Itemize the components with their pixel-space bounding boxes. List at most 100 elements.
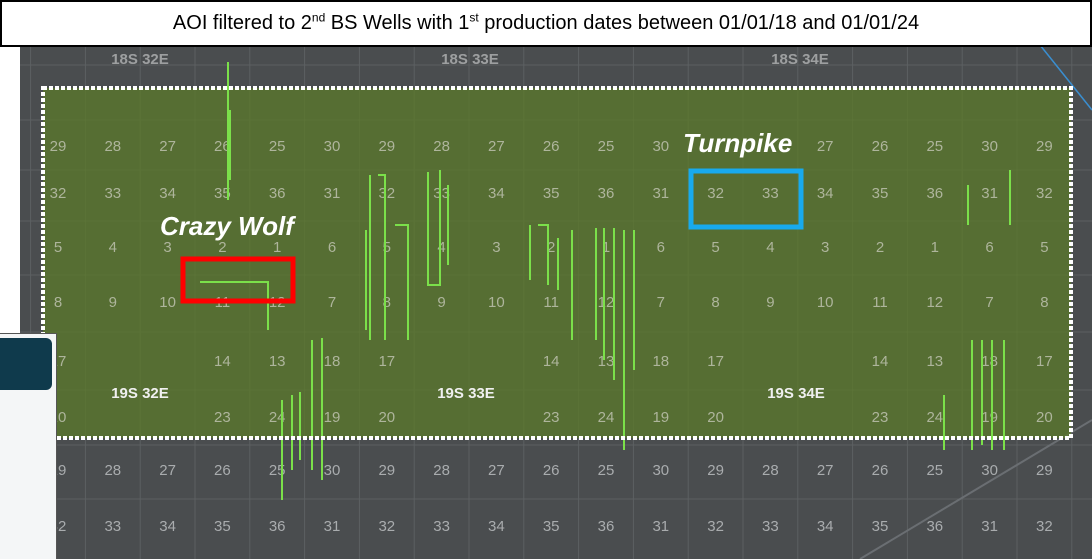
section-number: 26 [543,462,560,479]
section-number: 31 [324,518,341,535]
section-number: 12 [598,294,615,311]
section-number: 26 [872,138,889,155]
section-number: 13 [926,353,943,370]
well [427,170,441,286]
section-number: 27 [159,138,176,155]
well [200,281,269,330]
section-number: 24 [269,409,286,426]
well [365,175,371,340]
section-number: 23 [872,409,889,426]
section-number: 30 [981,462,998,479]
section-number: 23 [543,409,560,426]
section-number: 25 [926,462,943,479]
section-number: 27 [488,462,505,479]
section-number: 31 [981,185,998,202]
township-label: 18S 34E [771,51,829,68]
section-number: 32 [378,185,395,202]
section-number: 28 [762,462,779,479]
section-number: 34 [488,185,505,202]
section-number: 2 [547,239,555,256]
turnpike-box [688,168,804,230]
section-number: 33 [104,518,121,535]
section-number: 6 [985,239,993,256]
wells [200,62,1011,500]
section-number: 23 [214,409,231,426]
section-number: 20 [378,409,395,426]
well [943,340,1005,450]
section-number: 26 [543,138,560,155]
well [378,174,386,340]
section-number: 17 [378,353,395,370]
section-number: 11 [872,294,888,311]
section-number: 29 [378,462,395,479]
section-number: 28 [104,462,121,479]
section-number: 25 [598,138,615,155]
section-number: 36 [926,518,943,535]
section-number: 10 [159,294,176,311]
section-number: 18 [324,353,341,370]
section-number: 20 [707,409,724,426]
section-number: 4 [109,239,117,256]
section-number: 2 [876,239,884,256]
section-number: 34 [159,185,176,202]
side-panel[interactable] [0,333,57,559]
section-number: 30 [324,462,341,479]
section-number: 35 [214,518,231,535]
section-number: 33 [762,185,779,202]
section-number: 28 [104,138,121,155]
well [281,392,301,500]
section-number: 29 [1036,462,1053,479]
section-number: 14 [872,353,889,370]
section-number: 30 [652,138,669,155]
section-number: 32 [707,518,724,535]
section-number: 27 [817,138,834,155]
aoi-border [41,86,1073,440]
section-number: 35 [872,518,889,535]
section-number: 31 [652,185,669,202]
section-number: 11 [543,294,559,311]
section-number: 14 [543,353,560,370]
section-number: 9 [109,294,117,311]
township-label: 19S 32E [111,385,169,402]
township-label: 18S 33E [441,51,499,68]
title-superscript: st [469,10,479,25]
section-number: 36 [598,185,615,202]
section-number: 28 [433,138,450,155]
section-number: 29 [707,462,724,479]
township-label: 19S 33E [437,385,495,402]
section-number: 25 [269,462,286,479]
section-number: 34 [817,518,834,535]
section-number: 24 [926,409,943,426]
section-number: 8 [54,294,62,311]
section-number: 32 [50,185,67,202]
section-number: 31 [981,518,998,535]
section-number: 1 [602,239,610,256]
section-number: 33 [433,518,450,535]
turnpike-label: Turnpike [683,128,792,158]
township-label: 19S 34E [767,385,825,402]
well [529,224,559,290]
section-number: 25 [269,138,286,155]
section-number: 19 [652,409,669,426]
section-number: 28 [433,462,450,479]
section-number: 1 [273,239,281,256]
section-number: 8 [1040,294,1048,311]
section-number: 10 [488,294,505,311]
section-number: 14 [214,353,231,370]
well [595,228,635,450]
well [311,338,323,480]
section-number: 30 [652,462,669,479]
section-number: 36 [269,185,286,202]
well [967,170,1011,225]
section-number: 29 [1036,138,1053,155]
section-number: 34 [817,185,834,202]
township-label: 18S 32E [111,51,169,68]
section-number: 27 [488,138,505,155]
section-number: 4 [437,239,445,256]
section-number: 26 [214,462,231,479]
section-number: 10 [817,294,834,311]
panel-header[interactable] [0,338,52,390]
section-number: 9 [437,294,445,311]
section-number: 6 [328,239,336,256]
section-number: 4 [766,239,774,256]
